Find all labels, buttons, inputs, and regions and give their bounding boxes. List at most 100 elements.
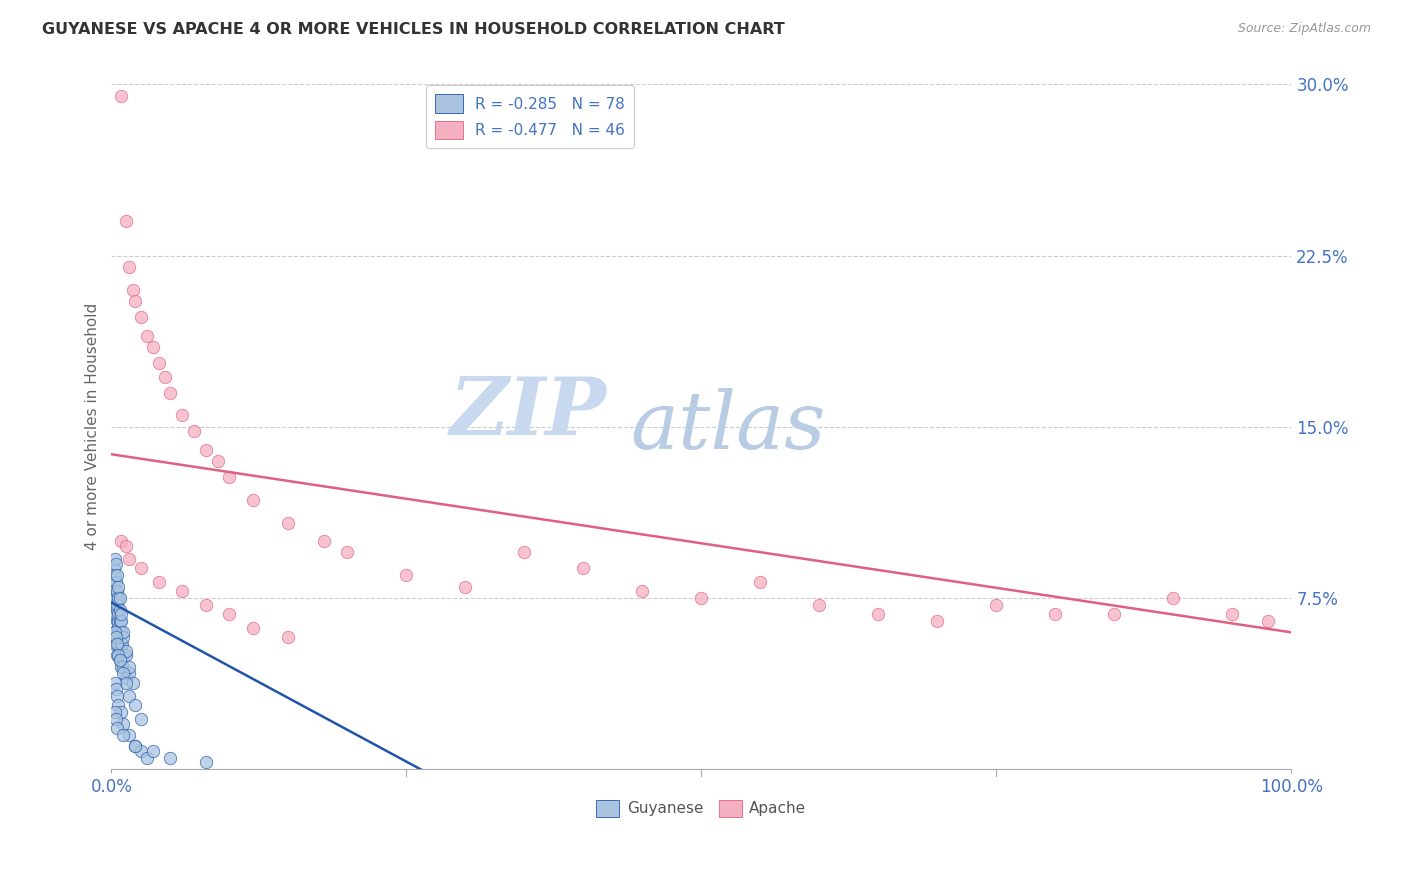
- Point: [142, 340, 165, 354]
- Point: [159, 751, 181, 765]
- Point: [114, 671, 136, 685]
- Point: [108, 591, 131, 606]
- Point: [103, 625, 125, 640]
- Point: [1257, 614, 1279, 628]
- Point: [277, 516, 299, 530]
- Point: [107, 648, 129, 662]
- Point: [105, 584, 128, 599]
- Point: [631, 584, 654, 599]
- Point: [110, 625, 132, 640]
- Point: [112, 630, 135, 644]
- Point: [124, 739, 146, 754]
- Point: [108, 602, 131, 616]
- Point: [104, 598, 127, 612]
- Y-axis label: 4 or more Vehicles in Household: 4 or more Vehicles in Household: [86, 303, 100, 550]
- Point: [183, 425, 205, 439]
- Point: [104, 637, 127, 651]
- Point: [110, 534, 132, 549]
- Point: [218, 607, 240, 621]
- Point: [207, 454, 229, 468]
- Point: [112, 728, 135, 742]
- Text: atlas: atlas: [630, 388, 825, 466]
- Point: [110, 637, 132, 651]
- Point: [105, 607, 128, 621]
- Point: [124, 739, 146, 754]
- Point: [105, 591, 128, 606]
- Point: [513, 545, 536, 559]
- Point: [105, 598, 128, 612]
- Point: [104, 552, 127, 566]
- Point: [148, 356, 170, 370]
- Point: [105, 568, 128, 582]
- Point: [1220, 607, 1243, 621]
- Point: [121, 283, 143, 297]
- Point: [105, 630, 128, 644]
- Point: [159, 385, 181, 400]
- Point: [112, 648, 135, 662]
- Point: [927, 614, 949, 628]
- Point: [148, 575, 170, 590]
- Point: [105, 712, 128, 726]
- Point: [111, 648, 134, 662]
- Point: [194, 442, 217, 457]
- Point: [242, 492, 264, 507]
- Point: [118, 260, 141, 274]
- Point: [114, 643, 136, 657]
- Point: [135, 328, 157, 343]
- Point: [107, 637, 129, 651]
- Point: [112, 716, 135, 731]
- Point: [108, 653, 131, 667]
- Point: [172, 409, 194, 423]
- Point: [242, 621, 264, 635]
- Point: [118, 666, 141, 681]
- Point: [110, 659, 132, 673]
- Point: [108, 614, 131, 628]
- Point: [135, 751, 157, 765]
- Point: [105, 602, 128, 616]
- Point: [118, 659, 141, 673]
- Legend: Guyanese, Apache: Guyanese, Apache: [591, 794, 813, 823]
- Point: [110, 88, 132, 103]
- Point: [986, 598, 1008, 612]
- Point: [112, 625, 135, 640]
- Point: [110, 607, 132, 621]
- Point: [108, 653, 131, 667]
- Point: [129, 744, 152, 758]
- Point: [107, 621, 129, 635]
- Point: [868, 607, 890, 621]
- Point: [108, 643, 131, 657]
- Point: [172, 584, 194, 599]
- Point: [104, 625, 127, 640]
- Point: [277, 630, 299, 644]
- Point: [103, 580, 125, 594]
- Point: [111, 637, 134, 651]
- Point: [153, 369, 176, 384]
- Point: [104, 675, 127, 690]
- Point: [124, 294, 146, 309]
- Point: [104, 584, 127, 599]
- Point: [105, 575, 128, 590]
- Point: [690, 591, 713, 606]
- Text: ZIP: ZIP: [450, 375, 607, 452]
- Point: [118, 728, 141, 742]
- Point: [395, 568, 418, 582]
- Point: [105, 637, 128, 651]
- Point: [129, 712, 152, 726]
- Point: [194, 598, 217, 612]
- Point: [104, 705, 127, 719]
- Point: [118, 552, 141, 566]
- Point: [1163, 591, 1185, 606]
- Point: [107, 580, 129, 594]
- Point: [112, 666, 135, 681]
- Point: [114, 214, 136, 228]
- Text: Source: ZipAtlas.com: Source: ZipAtlas.com: [1237, 22, 1371, 36]
- Point: [103, 561, 125, 575]
- Point: [218, 470, 240, 484]
- Point: [105, 690, 128, 704]
- Point: [107, 591, 129, 606]
- Point: [104, 568, 127, 582]
- Point: [124, 698, 146, 713]
- Point: [107, 698, 129, 713]
- Point: [749, 575, 772, 590]
- Point: [105, 557, 128, 571]
